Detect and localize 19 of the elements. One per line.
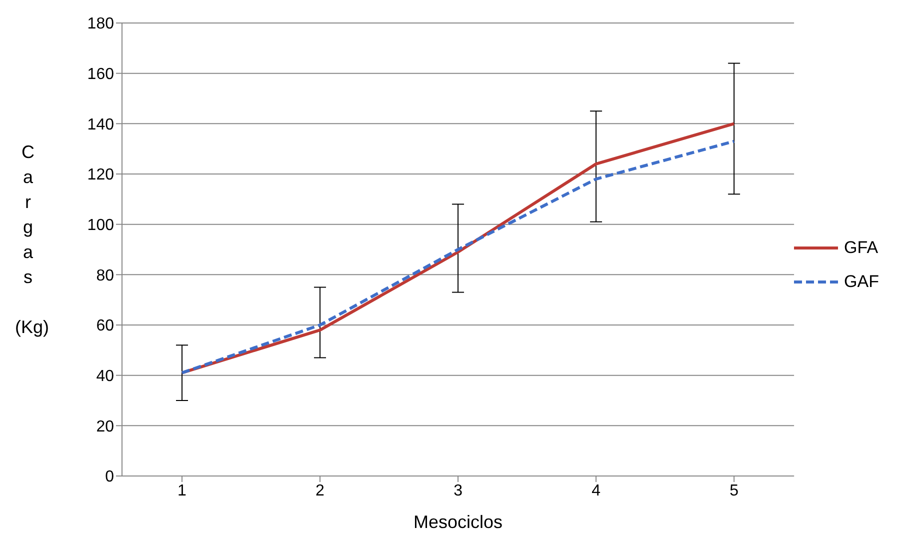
y-tick-label: 80 <box>96 267 114 284</box>
x-tick-label: 2 <box>316 482 325 500</box>
y-tick-label: 120 <box>87 166 114 184</box>
y-tick-label: 180 <box>87 16 114 33</box>
x-tick-label: 1 <box>178 482 187 500</box>
y-tick-label: 0 <box>105 468 114 486</box>
x-tick-label: 5 <box>730 482 739 500</box>
text: Cargas (Kg) <box>14 142 50 337</box>
y-tick-label: 140 <box>87 116 114 134</box>
x-tick-label: 3 <box>454 482 463 500</box>
legend-label: GAF <box>844 272 879 292</box>
y-tick-label: 20 <box>96 418 114 436</box>
y-tick-label: 100 <box>87 217 114 234</box>
y-tick-label: 60 <box>96 318 114 335</box>
y-tick-label: 40 <box>96 368 114 386</box>
x-tick-label: 4 <box>592 482 601 500</box>
legend-label: GFA <box>844 238 878 258</box>
y-tick-label: 160 <box>87 66 114 84</box>
x-axis-title: Mesociclos <box>414 512 503 532</box>
